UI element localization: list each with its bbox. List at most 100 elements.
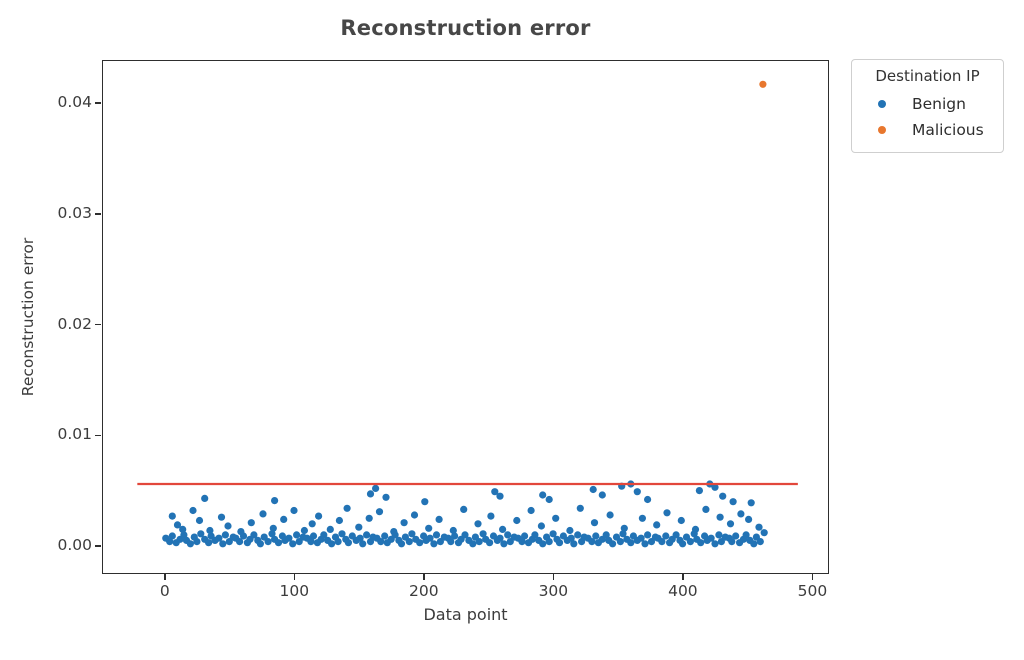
- data-point-benign: [217, 513, 226, 521]
- legend-item-benign: Benign: [858, 91, 997, 117]
- data-point-benign: [300, 526, 308, 535]
- x-tick-label: 100: [279, 582, 310, 600]
- data-point-benign: [672, 531, 680, 539]
- data-point-benign: [637, 534, 645, 542]
- data-point-benign: [168, 512, 176, 520]
- data-point-benign: [186, 540, 194, 548]
- data-point-benign: [539, 491, 547, 499]
- data-point-benign: [592, 532, 600, 540]
- data-point-benign: [335, 516, 343, 525]
- data-point-benign: [236, 538, 244, 546]
- data-point-benign: [697, 539, 705, 547]
- data-point-benign: [320, 531, 328, 539]
- data-point-benign: [658, 538, 666, 546]
- data-point-benign: [382, 493, 390, 501]
- x-tick-mark: [552, 574, 555, 580]
- data-point-benign: [737, 510, 745, 518]
- data-point-benign: [609, 540, 617, 548]
- data-point-benign: [653, 521, 661, 529]
- data-point-benign: [566, 526, 574, 535]
- data-point-benign: [521, 532, 529, 540]
- data-point-benign: [570, 540, 578, 548]
- legend: Destination IP Benign Malicious: [851, 59, 1004, 153]
- data-point-benign: [499, 525, 507, 533]
- data-point-benign: [691, 525, 700, 533]
- data-point-benign: [334, 538, 342, 546]
- data-point-benign: [527, 506, 535, 515]
- x-tick-label: 400: [668, 582, 698, 600]
- data-point-benign: [539, 540, 547, 548]
- x-tick-label: 500: [797, 582, 828, 600]
- data-point-benign: [221, 531, 229, 539]
- data-point-benign: [616, 538, 625, 546]
- data-point-benign: [328, 540, 336, 548]
- data-point-benign: [421, 498, 429, 506]
- data-point-benign: [247, 519, 255, 527]
- data-point-benign: [491, 488, 499, 496]
- data-point-benign: [451, 532, 459, 540]
- data-point-benign: [638, 514, 647, 522]
- data-point-benign: [193, 538, 201, 546]
- data-point-benign: [474, 520, 482, 528]
- data-point-benign: [326, 525, 334, 533]
- data-point-benign: [372, 484, 380, 492]
- x-axis-label: Data point: [423, 605, 508, 624]
- data-point-benign: [555, 539, 564, 547]
- data-point-benign: [707, 534, 715, 542]
- data-point-benign: [430, 540, 438, 548]
- data-point-benign: [644, 495, 652, 504]
- data-point-benign: [268, 530, 276, 538]
- data-point-benign: [479, 530, 487, 538]
- data-point-benign: [574, 531, 582, 539]
- data-point-benign: [179, 525, 187, 533]
- data-point-benign: [711, 540, 719, 548]
- data-point-benign: [293, 531, 301, 539]
- y-tick-mark: [95, 545, 101, 547]
- x-tick-mark: [682, 574, 684, 580]
- y-tick-label: 0.00: [57, 536, 92, 555]
- data-point-benign: [377, 538, 385, 546]
- data-point-benign: [606, 511, 614, 519]
- data-point-benign: [405, 538, 413, 546]
- data-point-benign: [487, 512, 495, 520]
- data-point-benign: [206, 526, 214, 535]
- x-tick-mark: [293, 574, 296, 580]
- data-point-benign: [344, 539, 352, 547]
- data-point-benign: [356, 534, 364, 542]
- data-point-benign: [745, 515, 753, 523]
- plot-svg: [137, 80, 798, 548]
- x-tick-mark: [811, 574, 814, 580]
- data-point-benign: [602, 531, 610, 539]
- data-point-benign: [496, 534, 504, 542]
- data-point-benign: [545, 495, 553, 504]
- data-point-benign: [189, 506, 197, 515]
- data-point-benign: [711, 483, 719, 491]
- y-tick-mark: [95, 213, 101, 215]
- data-point-benign: [627, 539, 635, 547]
- data-point-benign: [366, 490, 375, 498]
- data-point-benign: [259, 510, 267, 518]
- data-point-benign: [365, 514, 373, 522]
- data-point-benign: [742, 531, 750, 539]
- data-point-benign: [576, 504, 584, 512]
- y-tick-label: 0.01: [57, 425, 92, 444]
- data-point-benign: [375, 508, 384, 516]
- x-tick-label: 200: [409, 582, 439, 600]
- data-point-benign: [486, 539, 494, 547]
- data-point-benign: [359, 540, 367, 548]
- data-point-benign: [588, 538, 596, 546]
- data-point-benign: [426, 534, 434, 542]
- data-point-benign: [728, 538, 736, 546]
- data-point-malicious: [759, 80, 767, 88]
- data-point-benign: [747, 499, 755, 507]
- data-point-benign: [504, 531, 512, 539]
- data-point-benign: [537, 522, 545, 530]
- data-point-benign: [400, 519, 408, 527]
- data-point-benign: [552, 514, 560, 522]
- data-point-benign: [545, 538, 553, 546]
- plot-area: [102, 60, 829, 574]
- data-point-benign: [166, 538, 174, 546]
- data-point-benign: [500, 540, 508, 548]
- data-point-benign: [219, 540, 227, 548]
